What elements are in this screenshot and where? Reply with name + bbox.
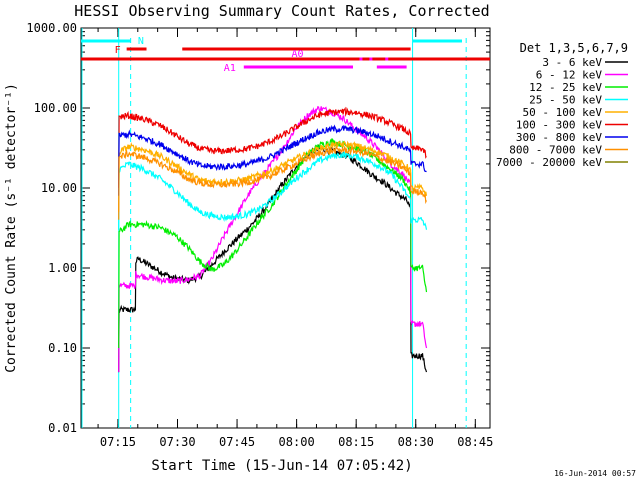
x-tick-label: 08:45	[457, 435, 493, 449]
attenuator-a1-dot	[369, 57, 373, 61]
x-tick-label: 07:45	[219, 435, 255, 449]
legend-entry-label: 3 - 6 keV	[542, 56, 602, 69]
series-line-0	[118, 144, 428, 373]
legend-entry-label: 25 - 50 keV	[529, 94, 602, 107]
y-tick-label: 0.01	[48, 421, 77, 435]
x-tick-label: 08:15	[338, 435, 374, 449]
legend-title: Det 1,3,5,6,7,9	[520, 41, 628, 55]
legend-entry-label: 6 - 12 keV	[536, 69, 603, 82]
y-axis-label: Corrected Count Rate (s⁻¹ detector⁻¹)	[4, 83, 19, 373]
legend-entry-label: 300 - 800 keV	[516, 131, 602, 144]
legend-entry-label: 100 - 300 keV	[516, 119, 602, 132]
plot-frame	[80, 27, 491, 429]
legend-entry-label: 800 - 7000 keV	[509, 144, 602, 157]
x-tick-label: 07:30	[159, 435, 195, 449]
legend-entry-label: 12 - 25 keV	[529, 81, 602, 94]
y-tick-label: 100.00	[34, 101, 77, 115]
night-flag-label: N	[138, 36, 144, 47]
series-line-6	[118, 124, 427, 196]
timestamp: 16-Jun-2014 00:57	[554, 469, 636, 478]
series-line-5	[118, 106, 427, 189]
attenuator-a1-dot	[359, 57, 363, 61]
legend-entry-label: 7000 - 20000 keV	[496, 156, 602, 169]
x-tick-label: 08:30	[398, 435, 434, 449]
y-tick-label: 1.00	[48, 261, 77, 275]
chart-title: HESSI Observing Summary Count Rates, Cor…	[74, 2, 489, 20]
attenuator-a0-label: A0	[291, 49, 303, 60]
series-line-7	[118, 145, 428, 220]
series-line-3	[118, 150, 428, 230]
x-axis-label: Start Time (15-Jun-14 07:05:42)	[151, 458, 412, 474]
y-tick-label: 0.10	[48, 341, 77, 355]
series-line-1	[118, 105, 428, 373]
plot-area: 0.01 0.10 1.00 10.00 100.00 1000.00 07:15 07:30…	[26, 21, 493, 449]
legend-entry-label: 50 - 100 keV	[523, 106, 603, 119]
x-tick-label: 07:15	[100, 435, 136, 449]
x-tick-label: 08:00	[279, 435, 315, 449]
flare-flag-label: F	[115, 45, 121, 56]
y-tick-label: 10.00	[41, 181, 77, 195]
y-tick-label: 1000.00	[26, 21, 77, 35]
attenuator-a1-dot	[385, 57, 389, 61]
attenuator-a1-label: A1	[224, 63, 236, 74]
